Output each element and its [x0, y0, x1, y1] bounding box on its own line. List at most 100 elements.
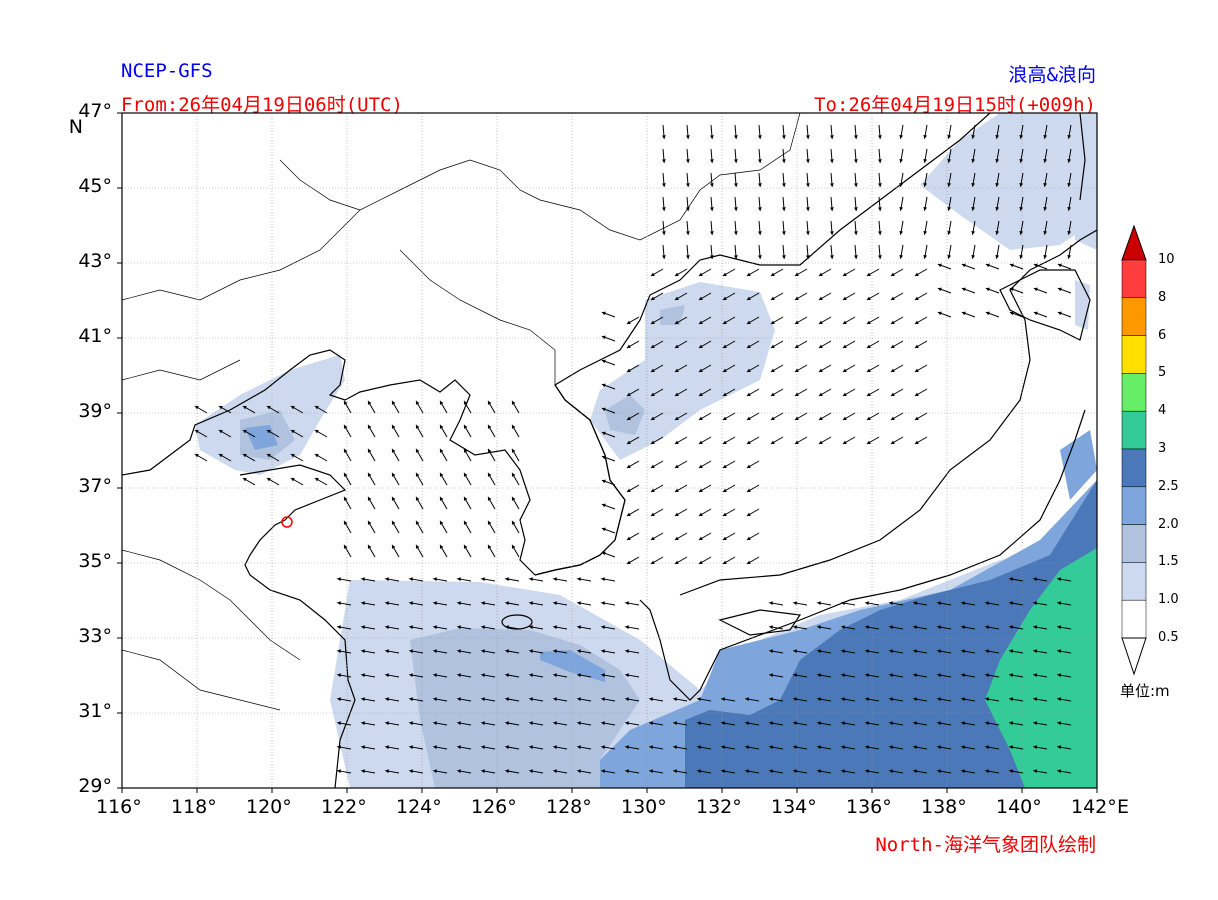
lon-tick-label: 116° — [96, 796, 142, 818]
wave-arrow — [625, 745, 640, 750]
wave-arrow — [878, 124, 882, 139]
wave-arrow — [686, 124, 690, 139]
wave-arrow — [650, 292, 664, 301]
wave-arrow — [650, 388, 664, 397]
wave-arrow — [758, 148, 762, 163]
wave-arrow — [553, 721, 568, 726]
wave-arrow — [1033, 745, 1048, 750]
borders — [122, 113, 801, 711]
wave-arrow — [1033, 311, 1048, 318]
colorbar-level-label: 1.5 — [1158, 554, 1179, 570]
wave-arrow — [361, 697, 376, 702]
wave-arrow — [697, 721, 712, 726]
lon-tick-label: 134° — [771, 796, 817, 818]
wave-arrow — [625, 601, 640, 606]
wave-arrow — [626, 460, 640, 469]
wave-arrow — [782, 172, 786, 187]
wave-arrow — [290, 453, 304, 462]
wave-arrow — [913, 745, 928, 750]
wave-arrow — [995, 196, 1000, 211]
wave-arrow — [746, 316, 760, 325]
wave-arrow — [722, 268, 736, 277]
wave-arrow — [842, 268, 856, 277]
wave-arrow — [391, 544, 400, 558]
wave-arrow — [1033, 263, 1048, 270]
wave-arrow — [745, 769, 760, 774]
wave-arrow — [415, 520, 424, 534]
wave-arrow — [770, 388, 784, 397]
wave-arrow — [698, 460, 712, 469]
wave-arrow — [601, 311, 616, 318]
wave-arrow — [626, 364, 640, 373]
lon-tick-label: 126° — [471, 796, 517, 818]
wave-arrow — [626, 412, 640, 421]
wave-arrow — [1043, 124, 1048, 139]
lon-tick-label: 120° — [246, 796, 292, 818]
wave-arrow — [553, 601, 568, 606]
wave-arrow — [361, 601, 376, 606]
wave-arrow — [914, 340, 928, 349]
model-label: NCEP-GFS — [121, 60, 213, 82]
wave-arrow — [674, 268, 688, 277]
wave-arrow — [961, 745, 976, 750]
wave-arrow — [650, 556, 664, 565]
wave-arrow — [415, 496, 424, 510]
lat-tick-label: 45° — [78, 175, 112, 197]
wave-arrow — [698, 412, 712, 421]
wave-arrow — [734, 196, 738, 211]
wave-arrow — [511, 448, 520, 462]
wave-arrow — [817, 649, 832, 654]
colorbar-swatch — [1121, 448, 1147, 488]
wave-arrow — [985, 601, 1000, 606]
wave-arrow — [698, 532, 712, 541]
wave-arrow — [409, 649, 424, 654]
wave-arrow — [511, 424, 520, 438]
wave-arrow — [937, 601, 952, 606]
wave-arrow — [1009, 625, 1024, 630]
wave-arrow — [721, 769, 736, 774]
wave-arrow — [985, 287, 1000, 294]
wave-arrow — [937, 311, 952, 318]
wave-arrow — [1043, 244, 1048, 259]
wave-arrow — [1009, 601, 1024, 606]
wave-arrow — [662, 172, 666, 187]
wave-arrow — [697, 769, 712, 774]
wave-arrow — [343, 496, 352, 510]
wave-arrow — [841, 721, 856, 726]
wave-arrow — [758, 196, 762, 211]
wave-arrow — [511, 544, 520, 558]
wave-arrow — [937, 673, 952, 678]
wave-arrow — [698, 484, 712, 493]
colorbar-level-label: 1.0 — [1158, 592, 1179, 608]
wave-arrow — [553, 577, 568, 582]
wave-arrow — [794, 340, 808, 349]
wave-arrow — [937, 721, 952, 726]
wave-arrow — [650, 316, 664, 325]
wave-arrow — [697, 697, 712, 702]
colorbar-swatch — [1121, 335, 1147, 374]
colorbar-level-label: 2.0 — [1158, 516, 1179, 532]
wave-arrow — [923, 148, 928, 163]
wave-arrow — [314, 429, 328, 438]
wave-arrow — [722, 532, 736, 541]
wave-arrow — [961, 601, 976, 606]
wave-arrow — [1057, 745, 1072, 750]
wave-arrow — [1033, 649, 1048, 654]
wave-arrow — [505, 745, 520, 750]
wave-arrow — [865, 625, 880, 630]
wave-arrow — [721, 697, 736, 702]
wave-arrow — [577, 745, 592, 750]
wave-arrow — [758, 220, 762, 235]
wave-arrow — [487, 424, 496, 438]
wave-arrow — [914, 412, 928, 421]
wave-arrow — [841, 769, 856, 774]
wave-arrow — [601, 673, 616, 678]
wave-arrow — [1033, 697, 1048, 702]
wave-arrow — [481, 721, 496, 726]
wave-arrow — [601, 383, 616, 390]
wave-arrow — [914, 436, 928, 445]
wave-arrow — [722, 340, 736, 349]
wave-arrow — [818, 364, 832, 373]
wave-arrow — [662, 220, 666, 235]
product-label: 浪高&浪向 — [1008, 64, 1096, 86]
